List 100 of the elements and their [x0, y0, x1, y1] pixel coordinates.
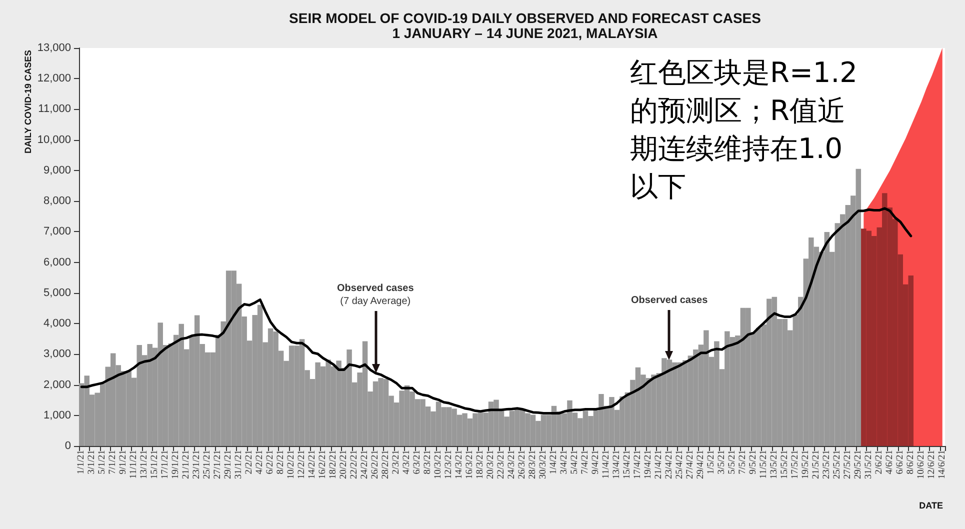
x-tick-label: 5/1/21 [98, 450, 108, 474]
x-tick-label: 13/5/21 [769, 450, 780, 480]
x-tick-label: 12/2/21 [297, 450, 308, 480]
x-tick-label: 31/5/21 [864, 450, 874, 480]
x-tick-label: 7/1/21 [108, 450, 118, 474]
x-tick-label: 12/6/21 [926, 450, 937, 480]
x-tick-label: 25/5/21 [832, 450, 842, 480]
x-tick-label: 3/4/21 [559, 450, 570, 474]
x-tick-label: 10/3/21 [434, 450, 444, 480]
x-tick-label: 1/5/21 [706, 450, 716, 474]
x-tick-label: 17/1/21 [160, 450, 171, 480]
x-tick-label: 3/5/21 [716, 450, 727, 474]
x-tick-label: 24/3/21 [507, 450, 517, 480]
x-tick-label: 11/5/21 [758, 450, 769, 479]
y-tick-label: 2,000 [43, 378, 71, 391]
x-tick-label: 16/3/21 [465, 450, 476, 480]
x-tick-label: 25/1/21 [202, 450, 213, 480]
chart-subtitle: 1 JANUARY – 14 JUNE 2021, MALAYSIA [392, 25, 658, 41]
x-tick-label: 22/2/21 [350, 450, 360, 480]
x-tick-label: 19/5/21 [800, 450, 811, 480]
x-tick-label: 27/5/21 [842, 450, 853, 480]
x-tick-label: 19/4/21 [643, 450, 654, 480]
x-tick-label: 6/3/21 [412, 450, 423, 474]
y-tick-label: 13,000 [37, 42, 71, 54]
x-tick-label: 21/1/21 [182, 450, 192, 480]
y-tick-label: 0 [64, 440, 71, 452]
x-tick-label: 4/2/21 [255, 450, 266, 474]
x-tick-label: 12/3/21 [444, 450, 454, 480]
x-tick-label: 3/1/21 [87, 450, 98, 474]
x-tick-label: 2/6/21 [874, 450, 884, 474]
x-tick-label: 28/3/21 [528, 450, 538, 480]
x-tick-label: 9/5/21 [748, 450, 758, 474]
x-tick-label: 17/5/21 [790, 450, 800, 480]
x-tick-label: 8/3/21 [423, 450, 434, 474]
x-tick-label: 25/4/21 [674, 450, 685, 480]
x-tick-label: 11/4/21 [601, 450, 612, 479]
y-tick-label: 8,000 [43, 195, 71, 208]
x-tick-label: 4/3/21 [402, 450, 412, 474]
y-tick-label: 10,000 [37, 134, 71, 146]
x-tick-label: 1/1/21 [76, 450, 87, 474]
x-tick-label: 26/2/21 [370, 450, 381, 480]
x-tick-label: 26/3/21 [517, 450, 528, 480]
x-tick-label: 24/2/21 [360, 450, 370, 480]
x-tick-label: 21/5/21 [811, 450, 822, 480]
x-tick-label: 19/1/21 [171, 450, 182, 480]
annotation: 红色区块是R=1.2的预测区；R值近期连续维持在1.0以下 [630, 55, 858, 205]
chart-title: SEIR MODEL OF COVID-19 DAILY OBSERVED AND FORECAST CASES [289, 10, 761, 26]
x-tick-label: 18/2/21 [328, 450, 339, 480]
x-tick-label: 2/3/21 [392, 450, 402, 474]
x-tick-label: 23/4/21 [664, 450, 674, 480]
x-tick-label: 22/3/21 [496, 450, 507, 480]
x-axis-title: DATE [919, 500, 944, 510]
x-tick-label: 6/6/21 [895, 450, 906, 474]
y-tick-label: 9,000 [43, 164, 71, 176]
x-tick-label: 10/2/21 [286, 450, 297, 480]
annotation: Observed cases (7 day Average) [337, 282, 414, 308]
x-tick-label: 23/1/21 [192, 450, 202, 480]
y-tick-label: 3,000 [43, 348, 71, 360]
y-tick-label: 1,000 [43, 409, 71, 422]
x-tick-label: 30/3/21 [538, 450, 548, 480]
x-tick-label: 7/5/21 [738, 450, 748, 474]
x-tick-label: 18/3/21 [476, 450, 486, 480]
x-tick-label: 29/1/21 [224, 450, 234, 480]
y-tick-label: 7,000 [43, 226, 71, 238]
x-tick-label: 11/1/21 [129, 450, 140, 479]
x-tick-label: 20/2/21 [339, 450, 350, 480]
x-tick-label: 6/2/21 [266, 450, 276, 474]
x-tick-label: 14/6/21 [937, 450, 948, 480]
x-tick-label: 5/5/21 [727, 450, 738, 474]
x-tick-label: 13/4/21 [612, 450, 622, 480]
x-tick-label: 10/6/21 [916, 450, 926, 480]
x-tick-label: 21/4/21 [654, 450, 664, 480]
line-series [80, 207, 912, 414]
x-tick-label: 8/6/21 [906, 450, 916, 474]
y-axis-title: DAILY COVID-19 CASES [23, 50, 33, 154]
x-tick-label: 16/2/21 [318, 450, 328, 480]
x-tick-label: 23/5/21 [822, 450, 832, 480]
y-tick-label: 4,000 [43, 318, 71, 330]
x-tick-label: 2/2/21 [244, 450, 255, 474]
x-tick-label: 15/5/21 [780, 450, 790, 480]
x-tick-label: 27/1/21 [213, 450, 224, 480]
y-tick-label: 5,000 [43, 286, 71, 299]
x-tick-label: 13/1/21 [140, 450, 150, 480]
x-tick-label: 4/6/21 [884, 450, 895, 474]
x-tick-label: 5/4/21 [570, 450, 580, 474]
y-tick-label: 6,000 [43, 256, 71, 268]
x-tick-label: 14/3/21 [454, 450, 465, 480]
x-tick-label: 8/2/21 [276, 450, 286, 474]
x-tick-label: 17/4/21 [632, 450, 643, 480]
x-tick-label: 1/4/21 [548, 450, 559, 474]
x-tick-label: 27/4/21 [685, 450, 696, 480]
y-tick-label: 12,000 [37, 72, 71, 85]
x-tick-label: 31/1/21 [234, 450, 244, 480]
annotation: Observed cases [630, 294, 708, 307]
x-tick-label: 29/5/21 [853, 450, 864, 480]
x-tick-label: 14/2/21 [308, 450, 318, 480]
x-tick-label: 7/4/21 [580, 450, 590, 474]
x-tick-label: 28/2/21 [381, 450, 392, 480]
x-tick-label: 15/4/21 [622, 450, 632, 480]
x-tick-label: 9/1/21 [118, 450, 129, 474]
